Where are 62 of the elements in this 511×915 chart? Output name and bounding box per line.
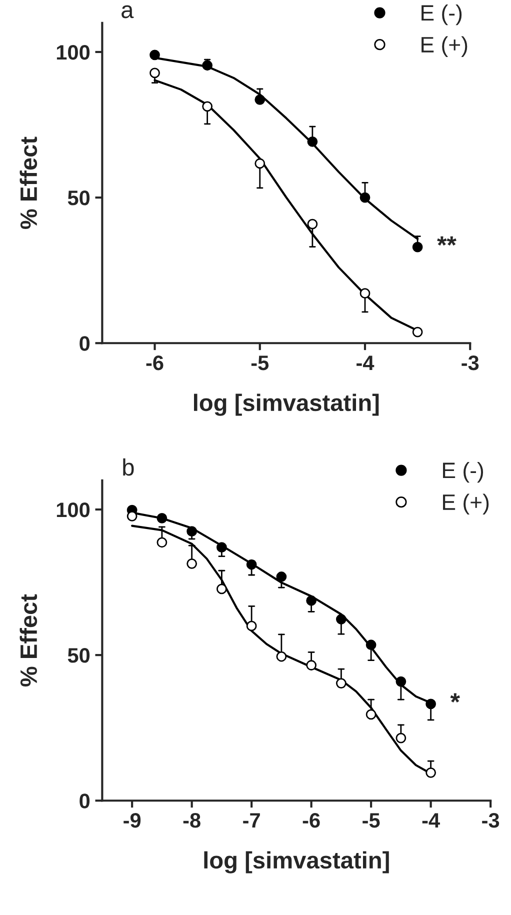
x-tick-label: -5 — [362, 813, 380, 828]
point — [156, 537, 168, 548]
point — [186, 526, 198, 537]
point — [360, 288, 370, 299]
point — [276, 572, 287, 582]
point — [306, 660, 317, 670]
y-tick-label: 50 — [68, 648, 90, 663]
point — [246, 620, 257, 632]
point — [254, 94, 266, 105]
point — [150, 68, 160, 78]
y-tick-label: 0 — [80, 336, 90, 351]
legend-label: E (-) — [422, 4, 462, 26]
point — [360, 192, 370, 203]
x-tick-label: -3 — [482, 812, 500, 828]
legend-label: E (-) — [443, 462, 484, 483]
x-tick-label: -5 — [251, 356, 269, 370]
legend-label: E (+) — [422, 36, 468, 57]
point — [216, 584, 227, 594]
x-tick-label: -7 — [243, 813, 260, 828]
point — [202, 60, 213, 71]
point — [307, 218, 318, 230]
x-tick-label: -6 — [302, 812, 320, 828]
y-tick-label: 0 — [80, 794, 90, 808]
x-tick-label: -3 — [462, 355, 479, 370]
x-tick-label: -6 — [146, 355, 164, 370]
point — [336, 614, 346, 624]
point — [426, 767, 436, 778]
point — [126, 510, 138, 522]
point — [186, 558, 198, 569]
point — [412, 326, 423, 338]
point — [156, 513, 168, 524]
point — [202, 101, 213, 112]
point — [307, 136, 318, 147]
point — [246, 559, 257, 570]
point — [396, 676, 406, 687]
legend-label: E (+) — [443, 494, 489, 514]
x-axis-title: log [simvastatin] — [204, 851, 389, 874]
point — [216, 542, 227, 553]
point — [306, 595, 317, 606]
y-tick-label: 100 — [56, 44, 90, 60]
point — [150, 50, 160, 60]
y-tick-label: 100 — [56, 502, 90, 518]
chart-title: a — [122, 5, 134, 18]
point — [366, 640, 376, 650]
annotation: * — [450, 693, 460, 703]
point — [366, 709, 376, 720]
point — [396, 732, 406, 744]
point — [254, 158, 266, 169]
y-tick-label: 50 — [68, 190, 90, 206]
x-tick-label: -9 — [124, 812, 141, 828]
chart-title: b — [123, 458, 134, 476]
annotation: ** — [437, 236, 456, 246]
y-axis-title: % Effect — [20, 594, 38, 686]
point — [426, 698, 436, 710]
y-axis-title: % Effect — [20, 136, 38, 229]
point — [412, 242, 423, 252]
x-axis-title: log [simvastatin] — [194, 394, 379, 416]
point — [276, 651, 287, 662]
point — [336, 678, 346, 688]
x-tick-label: -4 — [422, 813, 440, 828]
x-tick-label: -4 — [356, 356, 374, 370]
x-tick-label: -8 — [183, 812, 200, 828]
